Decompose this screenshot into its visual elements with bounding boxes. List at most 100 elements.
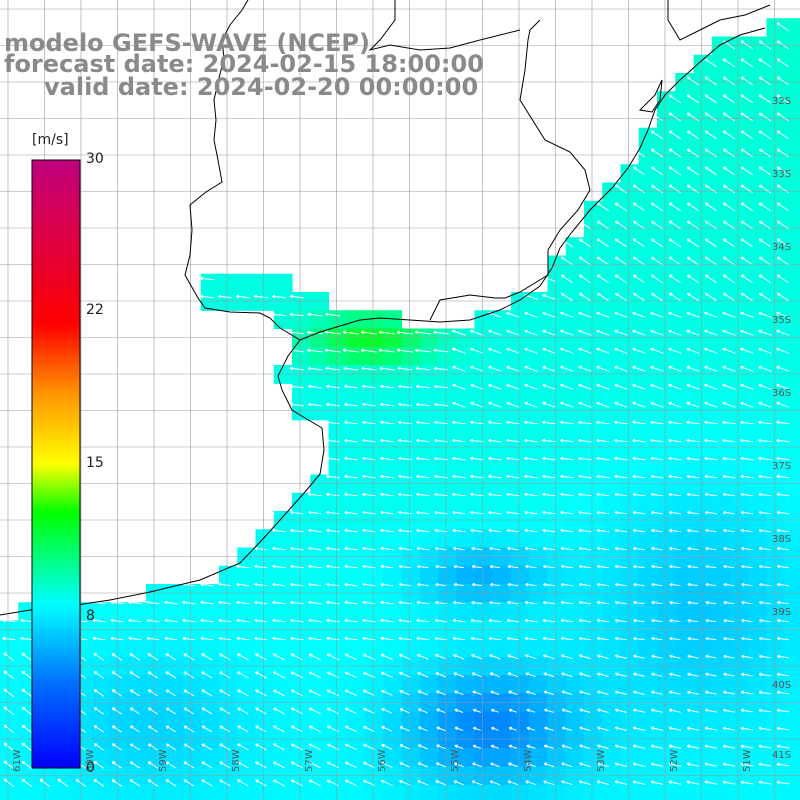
wind-speed-cell [255, 638, 275, 658]
wind-speed-cell [328, 401, 348, 421]
wind-speed-cell [620, 529, 640, 549]
wind-arrow [524, 438, 538, 443]
wind-arrow [614, 274, 627, 284]
wind-arrow [776, 546, 789, 551]
wind-arrow [380, 402, 394, 407]
wind-speed-cell [346, 474, 366, 494]
wind-speed-cell [346, 766, 366, 786]
wind-speed-cell [200, 748, 220, 768]
wind-arrow [289, 366, 304, 371]
wind-arrow [343, 366, 359, 371]
wind-arrow [542, 456, 556, 461]
wind-speed-cell [146, 602, 165, 622]
wind-speed-cell [365, 492, 384, 512]
wind-arrow [326, 492, 340, 497]
wind-arrow [524, 329, 538, 336]
wind-speed-cell [474, 529, 494, 549]
wind-arrow [470, 492, 484, 497]
wind-speed-cell [328, 584, 348, 603]
wind-arrow [776, 365, 790, 372]
wind-speed-cell [237, 675, 257, 695]
wind-speed-cell [492, 438, 512, 457]
wind-arrow [416, 474, 430, 479]
wind-speed-cell [657, 748, 676, 768]
wind-arrow [723, 564, 735, 569]
wind-arrow [722, 112, 736, 122]
wind-speed-cell [328, 711, 348, 731]
wind-speed-cell [73, 784, 92, 800]
wind-speed-cell [492, 492, 512, 512]
wind-arrow [542, 528, 556, 533]
wind-speed-cell [657, 657, 676, 676]
wind-speed-cell [620, 547, 640, 567]
wind-speed-cell [109, 602, 129, 622]
wind-arrow [307, 312, 323, 317]
wind-speed-cell [711, 675, 731, 695]
wind-speed-cell [346, 748, 366, 768]
wind-speed-cell [565, 511, 585, 530]
wind-arrow [776, 76, 790, 86]
wind-speed-cell [730, 711, 749, 731]
wind-arrow [704, 94, 718, 104]
wind-arrow [506, 474, 520, 479]
wind-speed-cell [675, 273, 695, 293]
wind-arrow [740, 510, 753, 515]
wind-arrow [506, 438, 520, 443]
wind-arrow [740, 238, 753, 248]
wind-speed-cell [474, 419, 494, 439]
wind-speed-cell [602, 638, 622, 658]
wind-arrow [342, 348, 359, 353]
wind-speed-cell [766, 602, 786, 622]
wind-speed-cell [438, 730, 457, 749]
wind-speed-cell [784, 54, 800, 74]
wind-speed-cell [365, 438, 384, 457]
wind-arrow [687, 528, 699, 533]
colorbar-unit: [m/s] [32, 132, 69, 148]
wind-speed-cell [401, 383, 421, 403]
wind-speed-cell [346, 401, 366, 421]
wind-speed-cell [474, 620, 494, 640]
wind-arrow [650, 274, 663, 284]
wind-speed-cell [638, 784, 658, 800]
wind-speed-cell [292, 748, 311, 768]
wind-speed-cell [146, 638, 165, 658]
wind-arrow [289, 312, 305, 317]
wind-speed-cell [401, 584, 421, 603]
wind-arrow [560, 492, 574, 497]
wind-speed-cell [273, 620, 293, 640]
wind-arrow [776, 148, 789, 158]
wind-arrow [396, 348, 413, 353]
wind-arrow [398, 564, 412, 569]
wind-speed-cell [657, 200, 676, 220]
wind-arrow [704, 492, 718, 497]
wind-arrow [632, 401, 646, 408]
wind-speed-cell [565, 693, 585, 713]
wind-arrow [740, 274, 753, 284]
wind-speed-cell [748, 438, 768, 457]
wind-speed-cell [602, 584, 622, 603]
wind-speed-cell [365, 730, 384, 749]
wind-arrow [740, 220, 753, 230]
wind-speed-cell [401, 401, 421, 421]
wind-speed-cell [346, 602, 366, 622]
wind-speed-cell [365, 784, 384, 800]
wind-arrow [614, 347, 628, 354]
wind-speed-cell [620, 565, 640, 585]
wind-speed-cell [383, 419, 403, 439]
wind-arrow [506, 383, 520, 390]
wind-speed-cell [182, 602, 202, 622]
wind-arrow [560, 311, 574, 318]
wind-speed-cell [730, 492, 749, 512]
wind-speed-cell [255, 529, 275, 549]
wind-arrow [578, 256, 591, 266]
wind-speed-cell [511, 584, 530, 603]
wind-speed-cell [365, 511, 384, 530]
wind-speed-cell [328, 748, 348, 768]
wind-speed-cell [602, 565, 622, 585]
wind-speed-cell [730, 584, 749, 603]
wind-arrow [506, 401, 520, 408]
wind-speed-cell [638, 730, 658, 749]
wind-speed-cell [766, 620, 786, 640]
wind-speed-cell [164, 675, 184, 695]
wind-speed-cell [657, 438, 676, 457]
